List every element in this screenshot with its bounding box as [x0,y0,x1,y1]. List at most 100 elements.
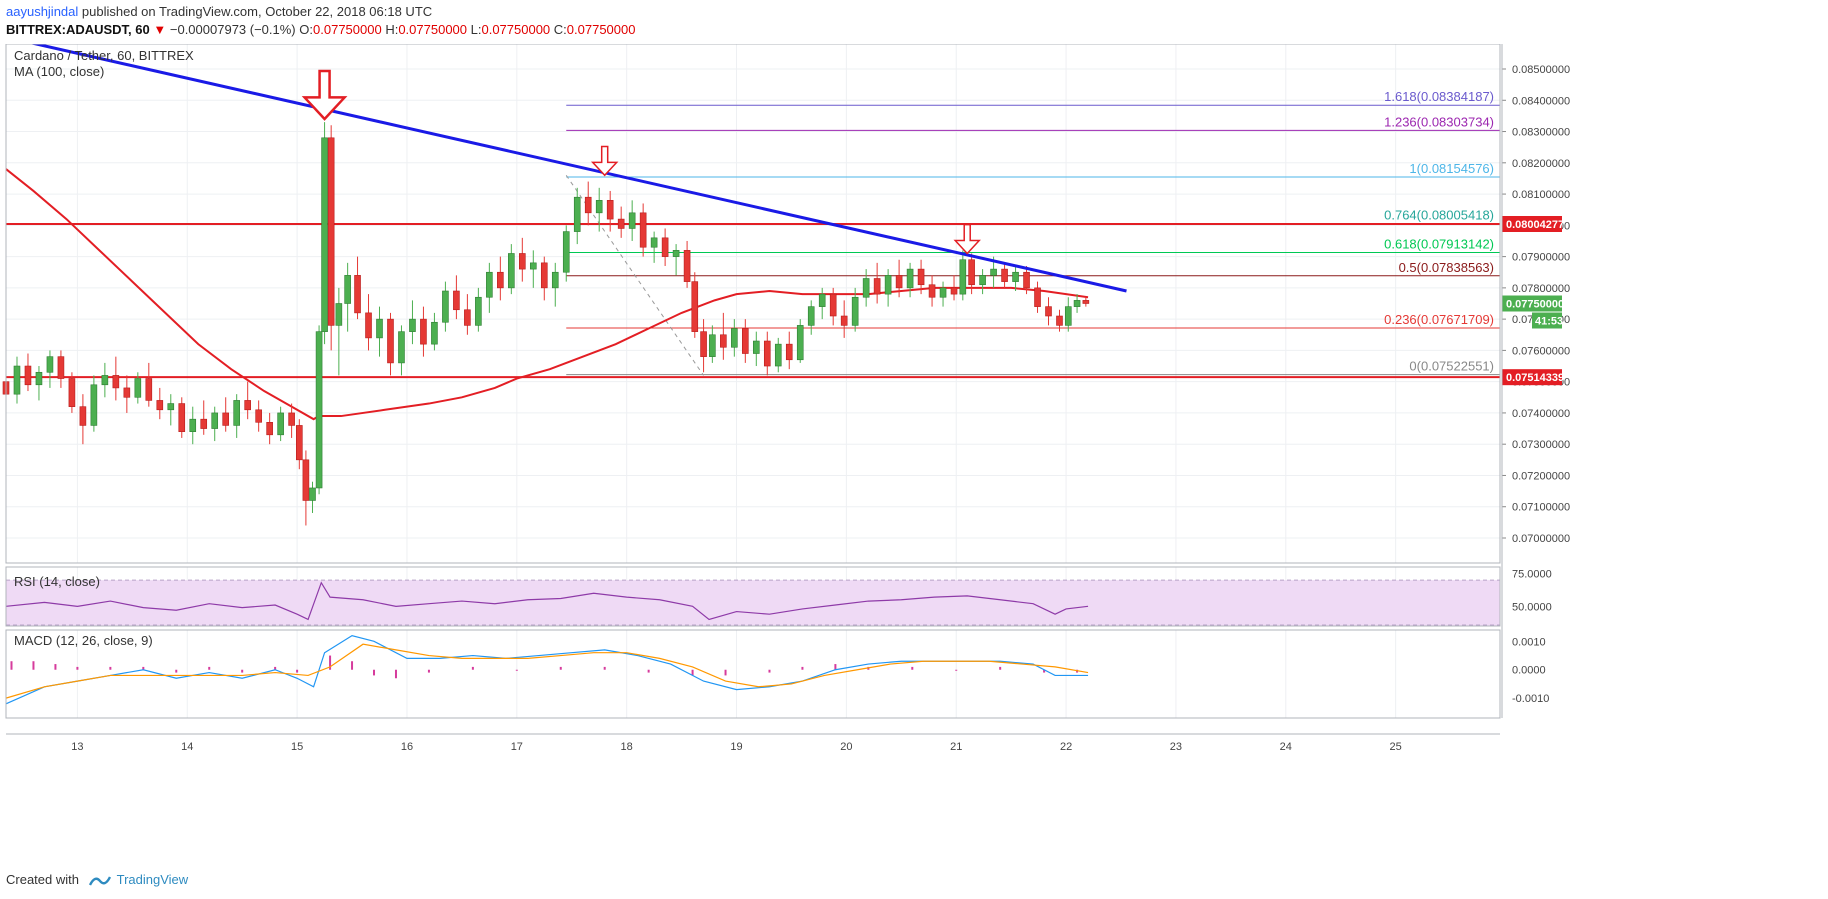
pane-border [5,629,1501,719]
candle-body [661,237,669,257]
candle-body [101,375,109,386]
time-tick-label: 25 [1390,741,1402,753]
price-axis[interactable]: 0.08500000 0.08400000 0.08300000 0.08200000… [1502,64,1570,545]
descending-trendline [29,44,1127,293]
rsi-series [5,581,1089,621]
time-tick-label: 21 [950,741,962,753]
fib-level-label: 0(0.07522551) [1409,359,1494,374]
current-price-tag: 0.07750000 [1506,299,1564,311]
pane-border [5,44,1501,564]
macd-histogram-bar [471,666,474,670]
candle-body [840,315,848,326]
macd-histogram-bar [373,669,376,676]
level-price-tag: 0.07514339 [1506,372,1564,384]
price-tick-label: 0.08300000 [1512,127,1570,139]
candle-body [529,262,537,270]
candle-body [134,378,142,398]
macd-histogram-bar [724,669,727,676]
ma-legend: MA (100, close) [14,64,104,79]
candle-body [145,378,153,401]
macd-tick-label: 0.0000 [1512,665,1546,677]
candle-body [35,371,43,386]
tradingview-link[interactable]: TradingView [116,872,189,887]
macd-tick-label: 0.0010 [1512,636,1546,648]
macd-histogram-bar [691,669,694,676]
candle-body [1045,306,1052,317]
candle-body [709,334,716,357]
macd-histogram-bar [274,666,277,670]
time-tick-label: 16 [401,741,413,753]
macd-histogram-bar [76,666,79,670]
macd-tick-label: -0.0010 [1512,693,1549,705]
price-tick-label: 0.08400000 [1512,95,1570,107]
price-tick-label: 0.07000000 [1512,533,1570,545]
time-tick-label: 24 [1280,741,1292,753]
candle-body [617,218,625,229]
price-tick-label: 0.07600000 [1512,345,1570,357]
publish-line: aayushjindal published on TradingView.co… [6,4,432,19]
candle-body [57,356,65,379]
high-value: 0.07750000 [398,22,468,37]
candle-body [519,253,526,270]
macd-histogram-bar [834,664,837,670]
price-tick-label: 0.07800000 [1512,283,1570,295]
candle-body [266,422,273,436]
candle-body [595,200,603,214]
macd-histogram-bar [768,669,771,673]
countdown-tag-bg [1532,312,1562,329]
candle-body [584,196,592,214]
tradingview-logo-icon [88,875,111,886]
candle-body [68,378,76,407]
macd-histogram-bar [801,666,804,670]
macd-histogram-bar [1043,669,1046,673]
candle-body [178,403,186,432]
ohlc-line: BITTREX:ADAUSDT, 60 ▼ −0.00007973 (−0.1%… [6,22,635,37]
candle-body [255,409,262,423]
rsi-legend: RSI (14, close) [14,574,100,589]
ma-100-line [5,168,1089,421]
candle-body [453,290,460,311]
time-axis[interactable]: 13 14 15 16 17 18 19 20 21 22 23 24 25 [71,741,1401,753]
candle-body [497,271,504,289]
marker-arrows [301,69,981,255]
low-value: 0.07750000 [481,22,551,37]
candle-body [420,318,427,345]
candle-body [398,331,405,364]
fib-level-label: 1(0.08154576) [1409,161,1494,176]
candle-body [486,271,493,298]
close-value: 0.07750000 [566,22,636,37]
macd-histogram-bar [175,669,178,673]
candle-body [1023,271,1030,289]
price-tick-label: 0.07400000 [1512,408,1570,420]
created-with-label: Created with [6,872,79,887]
time-tick-label: 15 [291,741,303,753]
candle-body [315,331,323,489]
author-link[interactable]: aayushjindal [6,4,79,19]
candle-body [321,137,328,332]
candle-body [277,412,284,436]
candle-body [431,321,438,345]
macd-histogram-bar [999,666,1002,670]
candle-body [475,296,482,326]
price-tick-label: 0.07200000 [1512,470,1570,482]
candle-body [731,328,738,348]
candle-body [464,309,471,326]
rsi-tick-label: 50.0000 [1512,601,1552,613]
candle-body [1082,300,1090,304]
candle-body [409,318,416,332]
candle-body [123,387,131,398]
down-arrow-icon [301,69,348,121]
candle-body [1073,300,1081,307]
rsi-pane: 75.0000 50.0000 [5,569,1552,626]
candle-body [90,384,98,426]
main-pane-grid [6,44,1500,718]
candle-body [1034,287,1041,307]
time-tick-label: 18 [621,741,633,753]
chart-canvas[interactable]: 1.618(0.08384187) 1.236(0.08303734) 1(0.08… [0,44,1828,870]
candle-body [807,306,815,326]
macd-pane: 0.0010 0.0000 -0.0010 [5,635,1549,705]
macd-histogram-bar [603,666,606,670]
candle-body [672,250,680,257]
candle-body [752,340,760,354]
time-tick-label: 14 [181,741,193,753]
